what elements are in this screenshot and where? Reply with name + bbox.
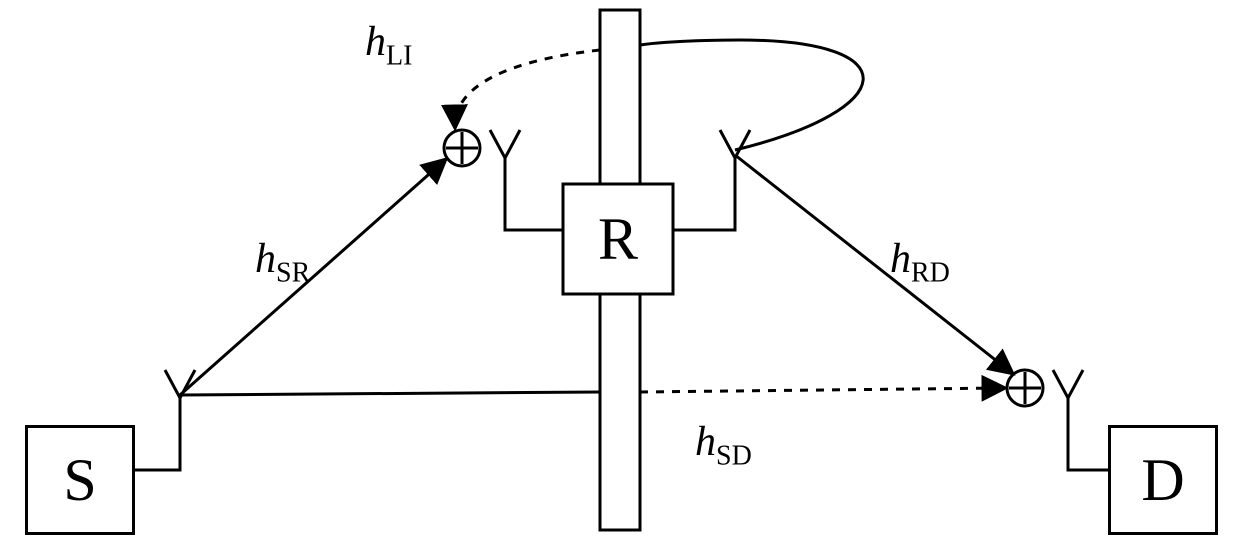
edge-h-li-solid (640, 40, 863, 150)
edge-h-sr (180, 160, 445, 395)
antenna-d (1053, 370, 1108, 470)
summer-at-r (444, 130, 480, 166)
edge-h-li-dashed (455, 50, 600, 127)
label-h-sd: hSD (695, 418, 752, 472)
edge-h-sd-solid (180, 392, 600, 395)
antenna-r-tx (673, 130, 750, 230)
relay-node: R (563, 184, 673, 294)
relay-label: R (598, 205, 638, 274)
antenna-r-rx (490, 130, 563, 230)
destination-label: D (1141, 446, 1184, 515)
source-node: S (25, 425, 135, 535)
source-label: S (63, 446, 96, 515)
destination-node: D (1108, 425, 1218, 535)
summer-at-d (1007, 370, 1043, 406)
label-h-li: hLI (365, 18, 412, 72)
label-h-sr: hSR (255, 235, 310, 289)
antenna-s (135, 370, 195, 470)
edge-h-sd-dashed (640, 388, 1004, 392)
label-h-rd: hRD (890, 235, 950, 289)
edge-h-rd (735, 155, 1012, 373)
